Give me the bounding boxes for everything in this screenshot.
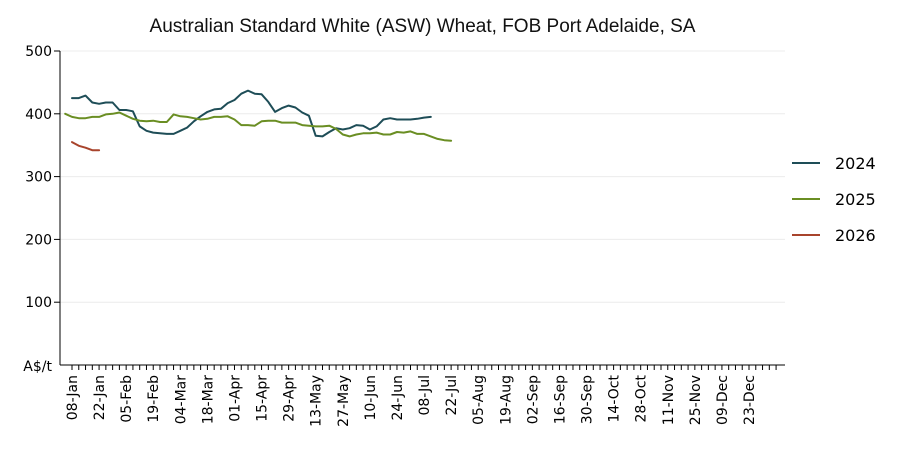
x-tick-label: 24-Jun xyxy=(390,375,406,421)
x-tick-label: 23-Dec xyxy=(742,375,758,425)
legend-label-2025: 2025 xyxy=(835,190,876,209)
series-line-2024 xyxy=(71,89,432,138)
legend[interactable]: 2024 2025 2026 xyxy=(792,154,876,245)
series-line-2026 xyxy=(71,141,101,152)
x-tick-label: 22-Jul xyxy=(444,375,460,416)
legend-label-2026: 2026 xyxy=(835,226,876,245)
x-tick-label: 30-Sep xyxy=(580,375,596,424)
x-tick-label: 22-Jan xyxy=(92,375,108,420)
x-tick-label: 16-Sep xyxy=(552,375,568,424)
x-tick-label: 11-Nov xyxy=(661,375,677,425)
x-tick-label: 01-Apr xyxy=(227,375,243,422)
y-tick-label: 500 xyxy=(25,44,52,60)
legend-label-2024: 2024 xyxy=(835,154,876,173)
x-tick-label: 19-Feb xyxy=(146,375,162,423)
x-tick-label: 05-Aug xyxy=(471,375,487,425)
y-axis-label: A$/t xyxy=(23,359,52,375)
x-tick-label: 14-Oct xyxy=(607,374,623,422)
y-tick-label: 400 xyxy=(25,107,52,123)
x-tick-label: 19-Aug xyxy=(498,375,514,425)
x-tick-label: 25-Nov xyxy=(688,375,704,425)
series-lines xyxy=(64,89,453,152)
axes: 100 200 300 400 500 A$/t 08-Jan 22-Jan 05-Feb 19-… xyxy=(23,44,785,427)
x-tick-label: 29-Apr xyxy=(282,375,298,422)
x-tick-label: 27-May xyxy=(336,375,352,427)
x-tick-label: 09-Dec xyxy=(715,375,731,425)
series-line-2025 xyxy=(64,111,453,142)
y-tick-label: 200 xyxy=(25,232,52,248)
gridlines xyxy=(60,50,785,303)
y-tick-label: 100 xyxy=(25,295,52,311)
x-tick-label: 02-Sep xyxy=(525,375,541,424)
x-tick-label: 13-May xyxy=(309,375,325,427)
x-tick-label: 15-Apr xyxy=(255,375,271,422)
chart-title: Australian Standard White (ASW) Wheat, F… xyxy=(149,16,696,37)
x-tick-label: 04-Mar xyxy=(173,375,189,425)
x-tick-label: 28-Oct xyxy=(634,374,650,422)
y-tick-label: 300 xyxy=(25,170,52,186)
x-tick-label: 08-Jul xyxy=(417,375,433,416)
x-tick-label: 05-Feb xyxy=(119,375,135,423)
x-tick-label: 18-Mar xyxy=(200,375,216,425)
x-tick-label: 08-Jan xyxy=(65,375,81,420)
x-tick-label: 10-Jun xyxy=(363,375,379,421)
